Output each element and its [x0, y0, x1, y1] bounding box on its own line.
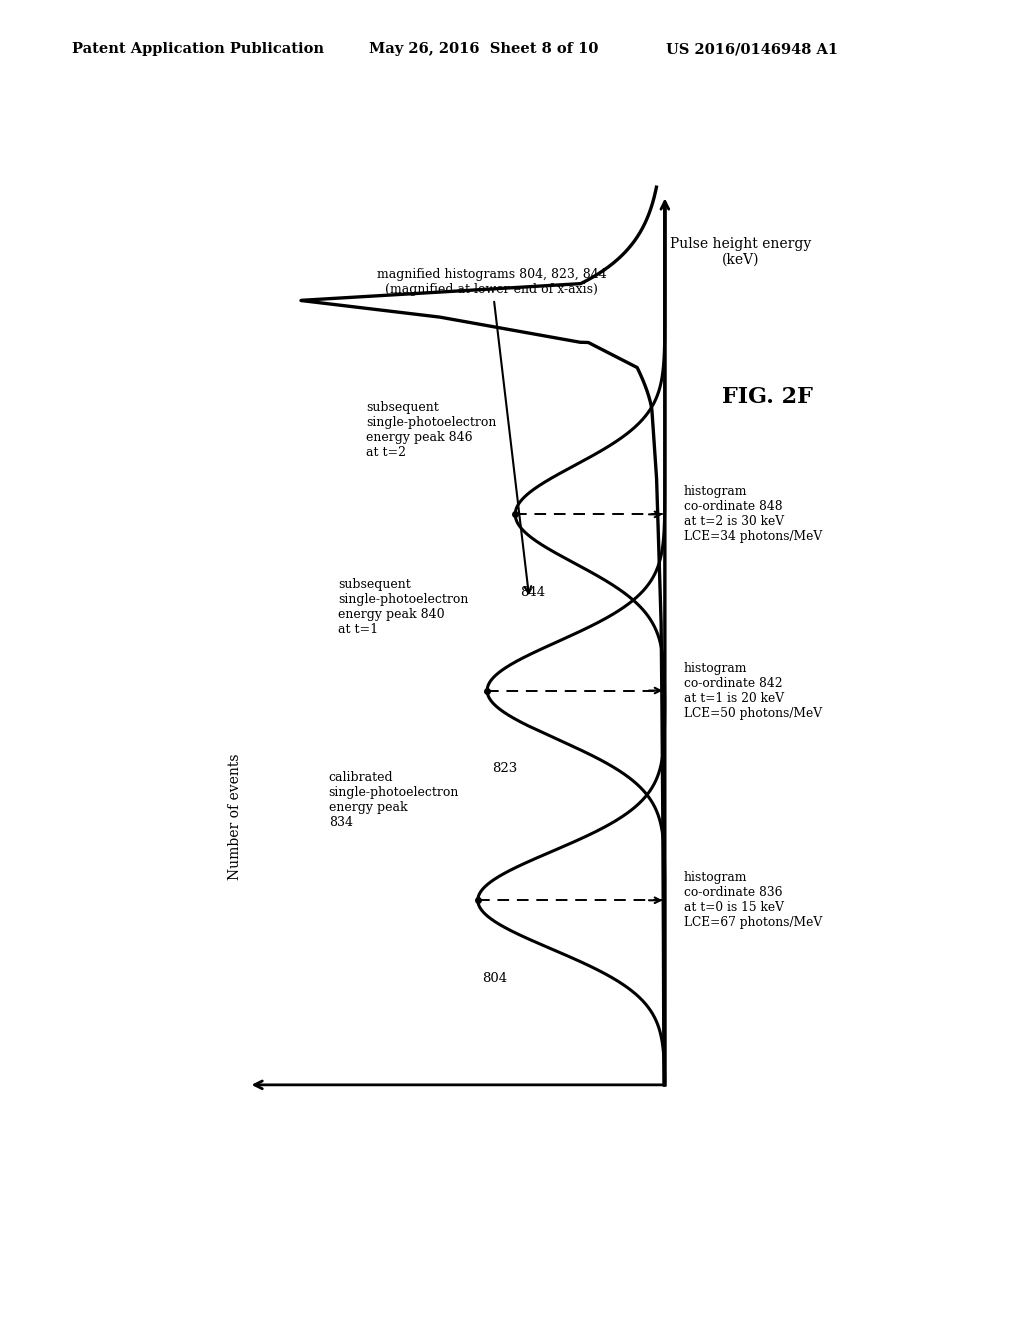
Text: May 26, 2016  Sheet 8 of 10: May 26, 2016 Sheet 8 of 10	[369, 42, 598, 57]
Text: 804: 804	[482, 972, 508, 985]
Text: histogram
co-ordinate 842
at t=1 is 20 keV
LCE=50 photons/MeV: histogram co-ordinate 842 at t=1 is 20 k…	[684, 661, 821, 719]
Text: US 2016/0146948 A1: US 2016/0146948 A1	[666, 42, 838, 57]
Text: Number of events: Number of events	[227, 754, 242, 879]
Text: Pulse height energy
(keV): Pulse height energy (keV)	[670, 236, 811, 267]
Text: magnified histograms 804, 823, 844
(magnified at lower end of x-axis): magnified histograms 804, 823, 844 (magn…	[377, 268, 606, 593]
Text: subsequent
single-photoelectron
energy peak 840
at t=1: subsequent single-photoelectron energy p…	[338, 578, 468, 636]
Text: 844: 844	[520, 586, 545, 599]
Text: calibrated
single-photoelectron
energy peak
834: calibrated single-photoelectron energy p…	[329, 771, 459, 829]
Text: FIG. 2F: FIG. 2F	[722, 385, 813, 408]
Text: 823: 823	[492, 762, 517, 775]
Text: subsequent
single-photoelectron
energy peak 846
at t=2: subsequent single-photoelectron energy p…	[367, 401, 497, 459]
Text: histogram
co-ordinate 836
at t=0 is 15 keV
LCE=67 photons/MeV: histogram co-ordinate 836 at t=0 is 15 k…	[684, 871, 822, 929]
Text: Patent Application Publication: Patent Application Publication	[72, 42, 324, 57]
Text: histogram
co-ordinate 848
at t=2 is 30 keV
LCE=34 photons/MeV: histogram co-ordinate 848 at t=2 is 30 k…	[684, 486, 822, 544]
